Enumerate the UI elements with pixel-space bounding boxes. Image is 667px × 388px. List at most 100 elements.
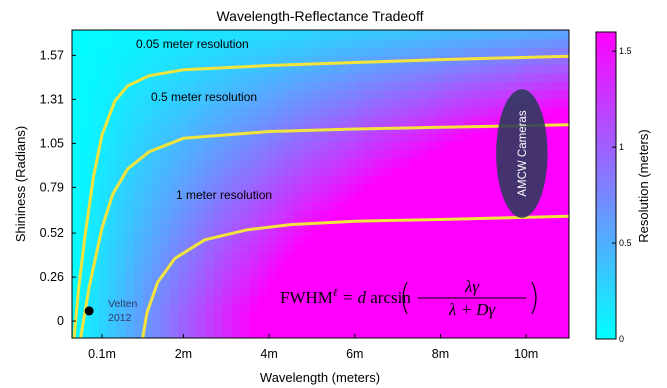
heatmap-cell <box>98 209 109 219</box>
heatmap-cell <box>444 166 455 177</box>
heatmap-cell <box>480 184 490 194</box>
heatmap-cell <box>169 312 180 322</box>
heatmap-cell <box>143 252 153 262</box>
heatmap-cell <box>240 81 251 91</box>
heatmap-cell <box>160 115 171 125</box>
y-tick-label: 0 <box>57 314 64 328</box>
heatmap-cell <box>524 55 535 65</box>
heatmap-cell <box>125 166 135 177</box>
heatmap-cell <box>311 303 322 313</box>
heatmap-cell <box>560 124 569 134</box>
heatmap-cell <box>293 89 304 100</box>
heatmap-cell <box>151 201 162 211</box>
heatmap-cell <box>382 81 393 91</box>
heatmap-cell <box>285 30 295 40</box>
heatmap-cell <box>409 303 419 313</box>
heatmap-cell <box>311 226 322 236</box>
heatmap-cell <box>338 141 348 151</box>
heatmap-cell <box>471 72 481 82</box>
heatmap-cell <box>187 115 197 125</box>
heatmap-cell <box>80 261 91 271</box>
heatmap-cell <box>169 209 180 219</box>
heatmap-cell <box>489 278 499 288</box>
heatmap-cell <box>506 235 517 245</box>
heatmap-cell <box>427 269 437 279</box>
heatmap-cell <box>125 192 135 202</box>
heatmap-cell <box>169 184 180 194</box>
formula-lhs: FWHMℓ = d arcsin <box>280 287 411 307</box>
heatmap-cell <box>347 30 357 40</box>
heatmap-cell <box>524 261 535 271</box>
heatmap-cell <box>391 89 401 100</box>
heatmap-cell <box>373 158 384 168</box>
heatmap-cell <box>382 329 393 338</box>
heatmap-cell <box>302 38 313 48</box>
heatmap-cell <box>240 98 251 108</box>
heatmap-cell <box>382 286 393 296</box>
heatmap-cell <box>116 55 126 65</box>
heatmap-cell <box>151 184 162 194</box>
heatmap-cell <box>151 218 162 228</box>
heatmap-cell <box>444 218 455 228</box>
heatmap-cell <box>560 55 569 65</box>
heatmap-cell <box>418 132 428 142</box>
heatmap-cell <box>267 218 277 228</box>
heatmap-cell <box>240 166 251 177</box>
heatmap-cell <box>134 124 144 134</box>
heatmap-cell <box>427 329 437 338</box>
heatmap-cell <box>391 243 401 254</box>
heatmap-cell <box>462 47 472 57</box>
heatmap-cell <box>222 252 233 262</box>
heatmap-cell <box>240 312 251 322</box>
heatmap-cell <box>240 286 251 296</box>
heatmap-cell <box>134 261 144 271</box>
contour-label-0.05: 0.05 meter resolution <box>136 37 249 51</box>
heatmap-cell <box>533 235 543 245</box>
heatmap-cell <box>80 252 91 262</box>
heatmap-cell <box>249 261 259 271</box>
heatmap-cell <box>560 312 569 322</box>
formula-numerator: λγ <box>464 277 480 296</box>
heatmap-cell <box>107 269 117 279</box>
heatmap-cell <box>205 47 215 57</box>
heatmap-cell <box>489 132 499 142</box>
heatmap-cell <box>427 320 437 331</box>
heatmap-cell <box>356 295 366 305</box>
heatmap-cell <box>498 55 508 65</box>
heatmap-cell <box>293 226 304 236</box>
heatmap-cell <box>143 286 153 296</box>
heatmap-cell <box>89 81 100 91</box>
heatmap-cell <box>382 89 393 100</box>
heatmap-cell <box>267 141 277 151</box>
heatmap-cell <box>435 252 446 262</box>
heatmap-cell <box>391 286 401 296</box>
heatmap-cell <box>533 243 543 254</box>
heatmap-cell <box>418 286 428 296</box>
heatmap-cell <box>551 235 561 245</box>
heatmap-cell <box>542 166 552 177</box>
heatmap-cell <box>462 295 472 305</box>
heatmap-cell <box>542 329 552 338</box>
heatmap-cell <box>356 235 366 245</box>
heatmap-cell <box>222 72 233 82</box>
heatmap-cell <box>196 252 206 262</box>
heatmap-cell <box>427 107 437 117</box>
heatmap-cell <box>311 201 322 211</box>
heatmap-cell <box>347 64 357 74</box>
heatmap-cell <box>356 269 366 279</box>
heatmap-cell <box>302 64 313 74</box>
heatmap-cell <box>560 81 569 91</box>
heatmap-cell <box>418 269 428 279</box>
heatmap-cell <box>143 81 153 91</box>
heatmap-cell <box>134 286 144 296</box>
heatmap-cell <box>311 295 322 305</box>
heatmap-cell <box>560 226 569 236</box>
heatmap-cell <box>498 269 508 279</box>
heatmap-cell <box>267 286 277 296</box>
heatmap-cell <box>506 329 517 338</box>
heatmap-cell <box>116 184 126 194</box>
heatmap-cell <box>382 72 393 82</box>
heatmap-cell <box>364 201 375 211</box>
heatmap-cell <box>89 320 100 331</box>
heatmap-cell <box>480 47 490 57</box>
